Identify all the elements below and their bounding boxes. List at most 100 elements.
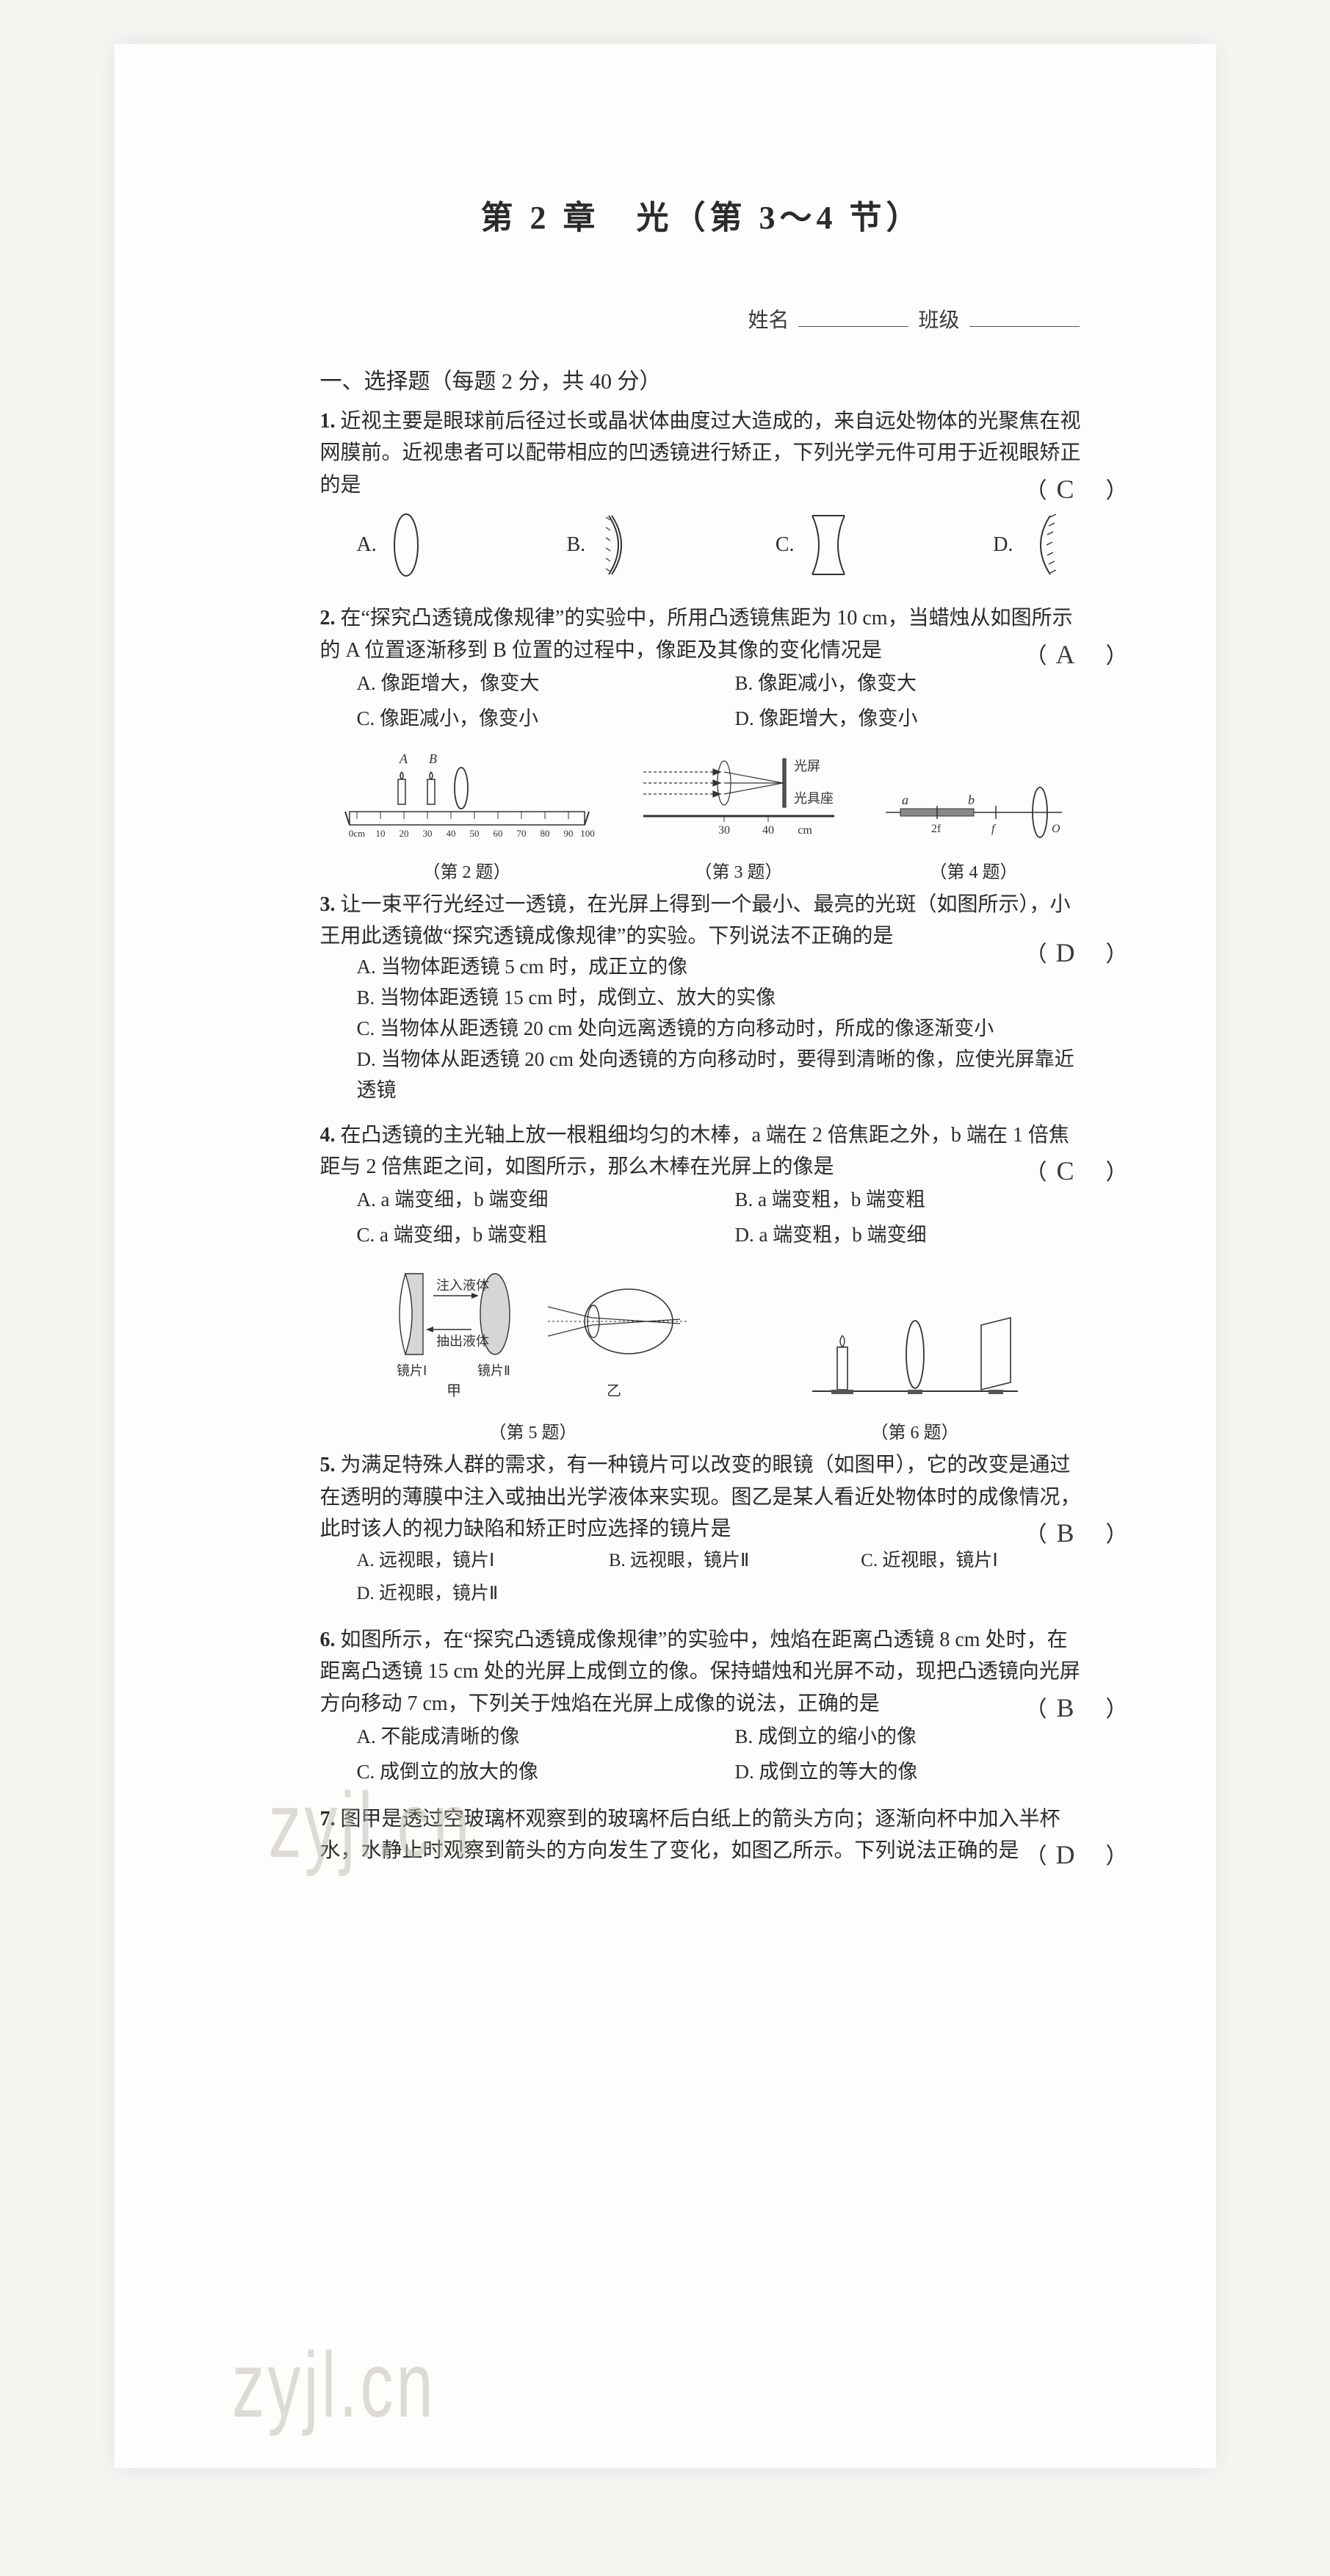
figure-row-56: 注入液体 抽出液体 镜片Ⅰ 镜片Ⅱ 甲 乙 （	[320, 1266, 1084, 1443]
svg-text:甲: 甲	[447, 1383, 461, 1399]
q1-opt-d: D.	[993, 510, 1061, 580]
q6-number: 6.	[320, 1628, 336, 1651]
q5-options: A. 远视眼，镜片Ⅰ B. 远视眼，镜片Ⅱ C. 近视眼，镜片Ⅰ D. 近视眼，…	[320, 1545, 1084, 1611]
q4-options: A. a 端变细，b 端变细 B. a 端变粗，b 端变粗 C. a 端变细，b…	[320, 1183, 1084, 1253]
figure-6: （第 6 题）	[805, 1296, 1025, 1443]
q3-answer-paren: （D ）	[1025, 933, 1128, 974]
name-label: 姓名	[748, 309, 789, 332]
figure-2: A B 0cm1020 304050 607080 90100	[335, 750, 599, 883]
q1-text: 近视主要是眼球前后径过长或晶状体曲度过大造成的，来自远处物体的光聚焦在视网膜前。…	[320, 410, 1081, 497]
svg-text:抽出液体: 抽出液体	[436, 1334, 489, 1349]
svg-text:30: 30	[718, 824, 730, 837]
figure-row-234: A B 0cm1020 304050 607080 90100	[320, 750, 1084, 883]
q1-opt-a: A.	[357, 510, 425, 580]
q4-text: 在凸透镜的主光轴上放一根粗细均匀的木棒，a 端在 2 倍焦距之外，b 端在 1 …	[320, 1124, 1069, 1178]
q1-opt-d-label: D.	[993, 529, 1013, 560]
q3-text: 让一束平行光经过一透镜，在光屏上得到一个最小、最亮的光斑（如图所示），小王用此透…	[320, 893, 1071, 948]
parallel-rays-lens-icon: 光屏 光具座 3040cm	[629, 750, 849, 853]
svg-text:40: 40	[446, 828, 455, 839]
adjustable-lens-eye-icon: 注入液体 抽出液体 镜片Ⅰ 镜片Ⅱ 甲 乙	[379, 1266, 687, 1413]
q2-opt-c: C. 像距减小，像变小	[357, 701, 706, 737]
q5-answer: B	[1047, 1513, 1084, 1554]
q1-opt-c: C.	[776, 510, 852, 580]
q1-opt-b-label: B.	[566, 529, 585, 560]
stick-on-axis-icon: a b 2f f O	[878, 772, 1069, 853]
q6-answer: B	[1047, 1688, 1084, 1729]
q2-number: 2.	[320, 607, 336, 629]
plano-convex-lens-icon	[596, 510, 634, 580]
q5-opt-d: D. 近视眼，镜片Ⅱ	[357, 1578, 1084, 1611]
svg-text:10: 10	[375, 828, 385, 839]
q1-options-row: A. B. C.	[320, 501, 1084, 589]
class-label: 班级	[918, 309, 959, 332]
q2-answer-paren: （A ）	[1025, 635, 1128, 676]
q3-number: 3.	[320, 893, 336, 916]
figure-3-caption: （第 3 题）	[695, 857, 783, 883]
q7-answer-paren: （D ）	[1025, 1835, 1128, 1876]
exam-page: 第 2 章 光（第 3～4 节） 姓名 班级 一、选择题（每题 2 分，共 40…	[115, 44, 1216, 2468]
class-blank[interactable]	[969, 326, 1080, 327]
q1-opt-a-label: A.	[357, 529, 377, 560]
figure-4: a b 2f f O （第 4 题）	[878, 772, 1069, 883]
q5-answer-paren: （B ）	[1025, 1513, 1128, 1554]
svg-text:40: 40	[762, 824, 774, 837]
chapter-title: 第 2 章 光（第 3～4 节）	[320, 191, 1084, 238]
svg-text:90: 90	[563, 828, 573, 839]
svg-text:a: a	[902, 793, 908, 807]
q5-opt-a: A. 远视眼，镜片Ⅰ	[357, 1545, 579, 1578]
q1-answer: C	[1047, 469, 1084, 510]
candle-lens-screen-icon	[805, 1296, 1025, 1413]
figure-4-caption: （第 4 题）	[930, 857, 1018, 883]
section-1-title: 一、选择题（每题 2 分，共 40 分）	[320, 363, 1084, 395]
svg-text:cm: cm	[798, 824, 812, 837]
svg-text:乙: 乙	[607, 1383, 621, 1399]
q7-answer: D	[1047, 1835, 1084, 1876]
q5-opt-b: B. 远视眼，镜片Ⅱ	[609, 1545, 831, 1578]
svg-text:60: 60	[493, 828, 502, 839]
svg-text:A: A	[399, 751, 408, 766]
q2-text: 在“探究凸透镜成像规律”的实验中，所用凸透镜焦距为 10 cm，当蜡烛从如图所示…	[320, 607, 1073, 661]
figure-5-caption: （第 5 题）	[489, 1418, 577, 1443]
q1-answer-paren: （C ）	[1025, 469, 1128, 510]
svg-text:注入液体: 注入液体	[436, 1278, 489, 1293]
svg-text:70: 70	[516, 828, 526, 839]
q4-answer-paren: （C ）	[1025, 1151, 1128, 1192]
question-2: 2. 在“探究凸透镜成像规律”的实验中，所用凸透镜焦距为 10 cm，当蜡烛从如…	[320, 602, 1084, 736]
svg-text:80: 80	[540, 828, 549, 839]
q4-answer: C	[1047, 1151, 1084, 1192]
question-3: 3. 让一束平行光经过一透镜，在光屏上得到一个最小、最亮的光斑（如图所示），小王…	[320, 889, 1084, 1106]
q3-opt-d: D. 当物体从距透镜 20 cm 处向透镜的方向移动时，要得到清晰的像，应使光屏…	[357, 1045, 1084, 1106]
question-1: 1. 近视主要是眼球前后径过长或晶状体曲度过大造成的，来自远处物体的光聚焦在视网…	[320, 405, 1084, 589]
concave-mirror-icon	[1024, 510, 1062, 580]
q4-number: 4.	[320, 1124, 336, 1147]
figure-3: 光屏 光具座 3040cm （第 3 题）	[629, 750, 849, 883]
q1-opt-c-label: C.	[776, 529, 795, 560]
question-6: 6. 如图所示，在“探究凸透镜成像规律”的实验中，烛焰在距离凸透镜 8 cm 处…	[320, 1624, 1084, 1790]
q6-opt-d: D. 成倒立的等大的像	[735, 1755, 1084, 1790]
question-4: 4. 在凸透镜的主光轴上放一根粗细均匀的木棒，a 端在 2 倍焦距之外，b 端在…	[320, 1119, 1084, 1253]
svg-text:30: 30	[422, 828, 432, 839]
biconvex-lens-icon	[387, 510, 425, 580]
svg-text:50: 50	[469, 828, 479, 839]
q3-opt-c: C. 当物体从距透镜 20 cm 处向远离透镜的方向移动时，所成的像逐渐变小	[357, 1014, 1084, 1045]
q4-opt-d: D. a 端变粗，b 端变细	[735, 1218, 1084, 1253]
q4-opt-a: A. a 端变细，b 端变细	[357, 1183, 706, 1218]
q3-answer: D	[1047, 933, 1084, 974]
svg-text:2f: 2f	[931, 823, 942, 835]
svg-text:0cm: 0cm	[348, 828, 364, 839]
q2-opt-a: A. 像距增大，像变大	[357, 666, 706, 701]
q6-answer-paren: （B ）	[1025, 1688, 1128, 1729]
svg-text:b: b	[968, 793, 975, 807]
q2-answer: A	[1047, 635, 1084, 676]
q6-text: 如图所示，在“探究凸透镜成像规律”的实验中，烛焰在距离凸透镜 8 cm 处时，在…	[320, 1628, 1080, 1715]
name-blank[interactable]	[798, 326, 908, 327]
q6-opt-a: A. 不能成清晰的像	[357, 1720, 706, 1755]
svg-text:f: f	[991, 823, 997, 835]
bench-label: 光具座	[794, 791, 834, 806]
svg-text:O: O	[1052, 823, 1060, 835]
q4-opt-c: C. a 端变细，b 端变粗	[357, 1218, 706, 1253]
q1-number: 1.	[320, 410, 336, 433]
q2-opt-d: D. 像距增大，像变小	[735, 701, 1084, 737]
figure-6-caption: （第 6 题）	[871, 1418, 959, 1443]
figure-5: 注入液体 抽出液体 镜片Ⅰ 镜片Ⅱ 甲 乙 （	[379, 1266, 687, 1443]
